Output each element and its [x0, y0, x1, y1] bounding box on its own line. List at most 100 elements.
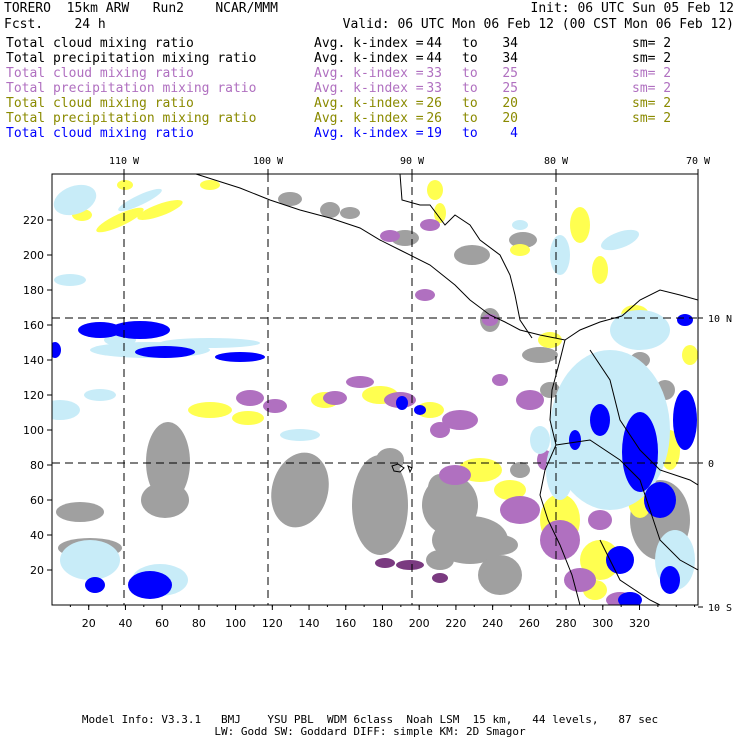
cloud-purple	[263, 399, 287, 413]
legend-kindex-label: Avg. k-index =	[314, 51, 424, 66]
y-tick-label: 80	[30, 459, 44, 472]
cloud-light-blue	[610, 310, 670, 350]
y-tick-label: 220	[23, 214, 44, 227]
precip-yellow	[494, 480, 526, 500]
legend-row: Total cloud mixing ratio Avg. k-index = 19…	[6, 126, 518, 141]
cloud-light-blue	[52, 400, 80, 420]
cloud-purple	[430, 422, 450, 438]
cloud-light-blue	[530, 426, 550, 454]
cloud-light-blue	[60, 540, 120, 580]
legend-to: to	[462, 81, 478, 96]
x-tick-label: 160	[335, 617, 356, 630]
cloud-light-blue	[54, 274, 86, 286]
cloud-purple	[415, 289, 435, 301]
legend-kindex-label: Avg. k-index =	[314, 96, 424, 111]
cloud-blue	[128, 571, 172, 599]
legend-smoothing: sm= 2	[632, 81, 672, 96]
y-tick-label: 20	[30, 564, 44, 577]
legend-to: to	[462, 36, 478, 51]
cloud-gray	[540, 382, 560, 398]
cloud-light-blue	[53, 184, 97, 216]
legend-variable: Total cloud mixing ratio	[6, 96, 194, 111]
cloud-purple	[236, 390, 264, 406]
cloud-light-blue	[118, 188, 162, 212]
cloud-light-blue	[160, 338, 260, 348]
cloud-purple	[564, 568, 596, 592]
cloud-gray	[454, 245, 490, 265]
legend-row: Total cloud mixing ratio Avg. k-index = 33…	[6, 66, 672, 81]
precip-yellow	[682, 345, 698, 365]
cloud-dark-purple	[432, 573, 448, 583]
cloud-light-blue	[512, 220, 528, 230]
x-tick-label: 40	[118, 617, 132, 630]
precip-yellow	[510, 244, 530, 256]
cloud-dark-purple	[375, 558, 395, 568]
legend-smoothing: sm= 2	[632, 36, 672, 51]
cloud-blue	[215, 352, 265, 362]
legend-kindex-label: Avg. k-index =	[314, 111, 424, 126]
cloud-purple	[516, 390, 544, 410]
model-title: TORERO 15km ARW Run2 NCAR/MMM	[4, 1, 278, 16]
precip-yellow	[570, 207, 590, 243]
cloud-blue	[52, 342, 61, 358]
legend-kindex-label: Avg. k-index =	[314, 126, 424, 141]
legend-variable: Total cloud mixing ratio	[6, 126, 194, 141]
cloud-purple	[492, 374, 508, 386]
lat-label: 10 S	[708, 603, 732, 614]
cloud-gray	[146, 422, 190, 502]
legend-row: Total cloud mixing ratio Avg. k-index = 26…	[6, 96, 672, 111]
x-tick-label: 140	[299, 617, 320, 630]
legend-row: Total precipitation mixing ratio Avg. k-i…	[6, 81, 672, 96]
cloud-blue	[677, 314, 693, 326]
cloud-light-blue	[84, 389, 116, 401]
cloud-light-blue	[550, 235, 570, 275]
cloud-light-blue	[280, 429, 320, 441]
cloud-purple	[380, 230, 400, 242]
border-ecuador-peru	[555, 439, 698, 571]
y-tick-label: 60	[30, 494, 44, 507]
cloud-blue	[644, 482, 676, 518]
legend-smoothing: sm= 2	[632, 111, 672, 126]
legend-to: to	[462, 111, 478, 126]
x-tick-label: 260	[519, 617, 540, 630]
legend-variable: Total precipitation mixing ratio	[6, 81, 257, 96]
y-tick-label: 160	[23, 319, 44, 332]
cloud-blue	[78, 322, 122, 338]
precip-yellow	[188, 402, 232, 418]
cloud-purple	[420, 219, 440, 231]
legend-to: to	[462, 126, 478, 141]
y-tick-label: 120	[23, 389, 44, 402]
x-tick-label: 320	[629, 617, 650, 630]
cloud-purple	[540, 520, 580, 560]
legend-to: to	[462, 51, 478, 66]
cloud-blue	[135, 346, 195, 358]
cloud-blue	[590, 404, 610, 436]
x-tick-label: 80	[192, 617, 206, 630]
cloud-dark-purple	[396, 560, 424, 570]
coastline-south-america-north	[621, 289, 698, 317]
legend-smoothing: sm= 2	[632, 66, 672, 81]
legend-smoothing: sm= 2	[632, 96, 672, 111]
y-tick-label: 100	[23, 424, 44, 437]
cloud-gray	[376, 448, 404, 472]
cloud-light-blue	[546, 440, 574, 500]
precip-yellow	[96, 207, 144, 233]
legend-variable: Total cloud mixing ratio	[6, 36, 194, 51]
cloud-blue	[660, 566, 680, 594]
init-time: Init: 06 UTC Sun 05 Feb 12	[530, 1, 735, 16]
legend-row: Total precipitation mixing ratio Avg. k-i…	[6, 51, 672, 66]
legend-variable: Total precipitation mixing ratio	[6, 111, 257, 126]
cloud-purple	[588, 510, 612, 530]
cloud-light-blue	[601, 229, 639, 251]
precip-yellow	[592, 256, 608, 284]
cloud-gray	[56, 502, 104, 522]
precip-yellow	[200, 180, 220, 190]
precip-yellow	[427, 180, 443, 200]
y-tick-label: 200	[23, 249, 44, 262]
valid-time: Valid: 06 UTC Mon 06 Feb 12 (00 CST Mon …	[342, 17, 734, 32]
coastline-caribbean	[399, 174, 533, 339]
cloud-purple	[500, 496, 540, 524]
cloud-blue	[85, 577, 105, 593]
cloud-gray	[478, 555, 522, 595]
